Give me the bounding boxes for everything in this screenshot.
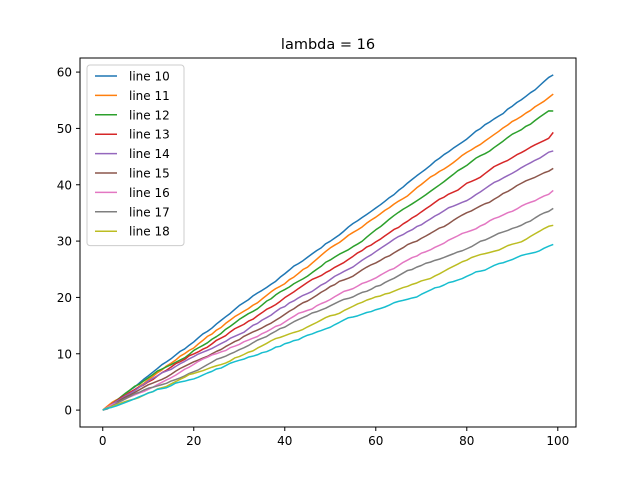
series-line-9 — [102, 224, 554, 411]
series-line-5 — [102, 150, 554, 411]
legend-label: line 12 — [129, 108, 170, 122]
y-tick-label: 40 — [57, 178, 72, 192]
series-line-2 — [102, 93, 554, 411]
legend-box — [86, 64, 185, 247]
y-tick-label: 0 — [64, 404, 72, 418]
plot-lines — [102, 74, 554, 411]
x-tick-label: 60 — [368, 434, 383, 448]
x-tick-label: 20 — [186, 434, 201, 448]
y-axis-ticks: 0 10 20 30 40 50 60 — [57, 66, 80, 418]
y-tick-label: 20 — [57, 291, 72, 305]
legend-label: line 17 — [129, 205, 170, 219]
legend-label: line 16 — [129, 186, 170, 200]
x-tick-label: 40 — [277, 434, 292, 448]
legend: line 10 line 11 line 12 line 13 line 14 line … — [86, 64, 185, 247]
series-line-6 — [102, 167, 554, 411]
legend-label: line 13 — [129, 128, 170, 142]
x-tick-label: 80 — [459, 434, 474, 448]
series-line-1 — [102, 74, 554, 411]
series-line-10 — [102, 243, 554, 411]
x-tick-label: 100 — [546, 434, 569, 448]
series-line-3 — [102, 110, 554, 411]
y-tick-label: 10 — [57, 347, 72, 361]
legend-label: line 14 — [129, 147, 170, 161]
legend-label: line 15 — [129, 167, 170, 181]
series-line-4 — [102, 131, 554, 411]
plot-frame — [79, 57, 577, 428]
y-tick-label: 30 — [57, 235, 72, 249]
chart-title: lambda = 16 — [281, 37, 375, 53]
y-tick-label: 50 — [57, 122, 72, 136]
legend-label: line 18 — [129, 225, 170, 239]
x-axis-ticks: 0 20 40 60 80 100 — [99, 427, 569, 448]
series-line-8 — [102, 207, 554, 411]
legend-label: line 11 — [129, 89, 170, 103]
series-line-7 — [102, 189, 554, 411]
legend-label: line 10 — [129, 70, 170, 84]
y-tick-label: 60 — [57, 66, 72, 80]
x-tick-label: 0 — [99, 434, 107, 448]
